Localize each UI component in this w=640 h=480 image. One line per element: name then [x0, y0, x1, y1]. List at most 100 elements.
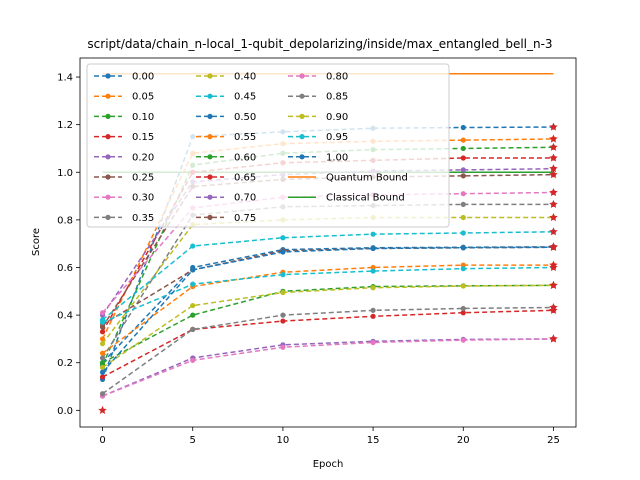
endpoint-star	[549, 263, 558, 272]
legend-marker	[299, 154, 305, 160]
y-tick-label: 0.0	[57, 406, 73, 417]
legend-label: 0.95	[326, 132, 348, 143]
endpoint-star	[549, 302, 558, 312]
legend-item: 0.05	[94, 92, 154, 103]
series-17	[99, 304, 557, 397]
endpoint-star	[549, 122, 558, 131]
legend-marker	[207, 194, 213, 200]
data-point	[460, 230, 466, 236]
x-tick-label: 0	[99, 435, 105, 446]
legend-item: 0.70	[196, 193, 256, 204]
legend-item: Classical Bound	[288, 193, 405, 204]
legend-label: 0.90	[326, 112, 348, 123]
data-point	[460, 173, 466, 179]
data-point	[460, 262, 466, 268]
data-point	[370, 264, 376, 271]
data-point	[460, 155, 466, 161]
data-point	[280, 235, 286, 241]
legend-label: 0.35	[132, 213, 154, 224]
data-point	[190, 243, 196, 249]
legend-marker	[207, 134, 213, 140]
legend-item: 0.30	[94, 193, 154, 204]
data-point	[370, 268, 376, 274]
series-18	[99, 282, 557, 371]
data-point	[460, 245, 466, 251]
legend-label: 0.65	[234, 173, 256, 184]
legend-marker	[299, 73, 305, 79]
y-tick-label: 1.0	[57, 168, 73, 179]
legend-marker	[105, 93, 111, 99]
data-point	[99, 350, 106, 356]
data-point	[280, 272, 286, 278]
data-point	[370, 245, 376, 252]
legend-item: Quantum Bound	[288, 173, 408, 184]
legend-item: 0.90	[288, 112, 348, 123]
legend-label: 0.20	[132, 152, 154, 163]
y-axis-label: Score	[31, 228, 42, 256]
x-tick-label: 5	[190, 435, 196, 446]
data-point	[190, 326, 196, 332]
data-point	[99, 341, 106, 347]
series-line-20	[101, 246, 554, 373]
data-point	[99, 391, 106, 397]
legend-label: 0.15	[132, 132, 154, 143]
series-line-13	[102, 309, 554, 378]
endpoint-star	[549, 199, 558, 209]
series-line-16	[102, 338, 554, 397]
legend-item: 0.95	[288, 132, 348, 143]
y-axis: 0.0 0.2 0.4 0.6 0.8 1.0 1.2 1.4	[57, 73, 80, 417]
data-point	[99, 360, 106, 366]
legend-item: 0.35	[94, 213, 154, 224]
legend-marker	[299, 134, 305, 140]
data-point	[370, 307, 376, 313]
endpoint-star	[549, 280, 558, 289]
legend-marker	[207, 214, 213, 220]
data-point	[280, 344, 286, 350]
legend-marker	[207, 174, 213, 180]
legend-item: 1.00	[288, 152, 348, 163]
legend-marker	[105, 194, 111, 200]
data-point	[190, 357, 196, 363]
legend-item: 0.15	[94, 132, 154, 143]
x-axis-label: Epoch	[313, 459, 344, 470]
legend-item: 0.10	[94, 112, 154, 123]
endpoint-markers	[98, 122, 558, 414]
series-line-9	[102, 231, 554, 321]
legend-label: 0.25	[132, 173, 154, 184]
legend-label: Classical Bound	[326, 193, 405, 204]
endpoint-star	[549, 170, 558, 179]
legend-label: 0.10	[132, 112, 154, 123]
legend-label: 0.80	[326, 72, 348, 83]
legend-marker	[207, 73, 213, 79]
series-12	[99, 282, 557, 366]
series-19	[99, 264, 557, 325]
data-point	[460, 310, 466, 316]
legend-item: 0.60	[196, 152, 256, 163]
data-point	[280, 249, 286, 255]
endpoint-star	[549, 334, 558, 343]
series-line-11	[102, 264, 554, 354]
data-point	[460, 137, 466, 143]
data-point	[460, 145, 466, 152]
legend: 0.00 0.05 0.10 0.15 0.20 0.25 0.30 0.35 0.40 0.45…	[86, 63, 450, 228]
x-tick-label: 15	[367, 435, 380, 446]
data-point	[460, 124, 466, 131]
legend-label: 0.30	[132, 193, 154, 204]
data-point	[460, 266, 466, 272]
plot-frame	[79, 57, 577, 428]
legend-item: 0.80	[288, 72, 348, 83]
series-20	[99, 244, 557, 375]
legend-marker	[299, 113, 305, 119]
data-point	[99, 369, 106, 375]
legend-marker	[207, 93, 213, 99]
legend-label: 0.85	[326, 92, 348, 103]
data-point	[190, 267, 196, 273]
legend-item: 0.40	[196, 72, 256, 83]
series-line-17	[102, 306, 554, 395]
legend-item: 0.85	[288, 92, 348, 103]
legend-label: 0.75	[234, 213, 256, 224]
data-point	[99, 319, 106, 325]
series-9	[99, 229, 557, 323]
legend-marker	[105, 154, 111, 160]
y-tick-label: 0.2	[57, 358, 73, 369]
